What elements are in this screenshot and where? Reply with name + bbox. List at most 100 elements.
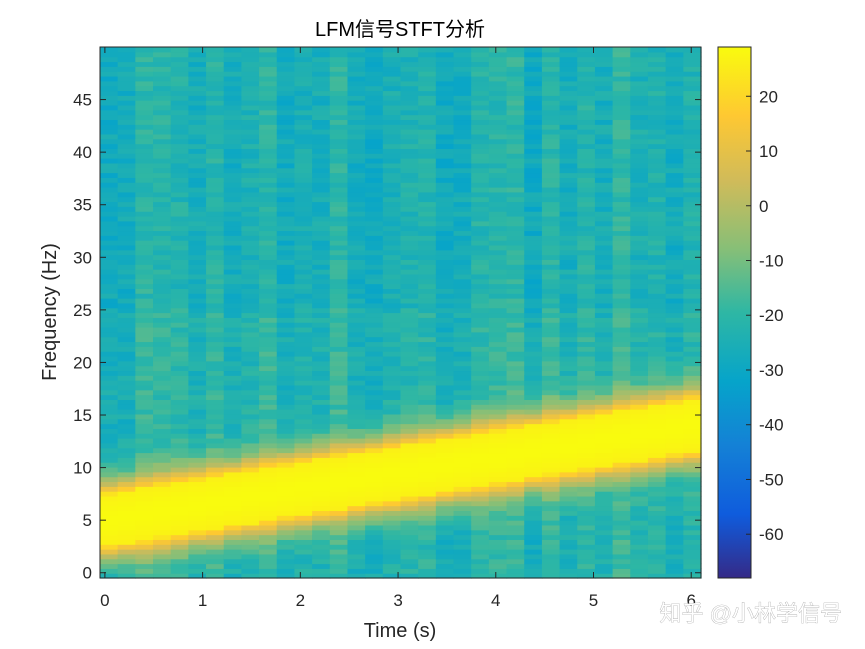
heatmap-cell: [594, 399, 614, 405]
heatmap-cell: [347, 167, 366, 174]
heatmap-cell: [135, 186, 154, 193]
heatmap-cell: [100, 336, 119, 343]
heatmap-cell: [365, 558, 384, 565]
heatmap-cell: [188, 148, 207, 154]
heatmap-cell: [117, 172, 136, 178]
heatmap-cell: [100, 389, 119, 396]
heatmap-cell: [647, 491, 667, 497]
heatmap-cell: [506, 196, 525, 203]
heatmap-cell: [541, 56, 561, 63]
heatmap-cell: [259, 355, 278, 362]
heatmap-cell: [594, 549, 614, 555]
heatmap-cell: [223, 158, 243, 164]
heatmap-cell: [665, 109, 684, 116]
heatmap-cell: [170, 491, 189, 497]
heatmap-cell: [100, 505, 119, 512]
heatmap-cell: [418, 158, 437, 164]
heatmap-cell: [312, 375, 331, 381]
heatmap-cell: [259, 278, 278, 285]
heatmap-cell: [329, 433, 349, 439]
heatmap-cell: [594, 355, 614, 362]
heatmap-cell: [683, 346, 702, 352]
heatmap-cell: [329, 365, 349, 372]
heatmap-cell: [117, 491, 136, 497]
heatmap-cell: [100, 423, 119, 429]
heatmap-cell: [100, 360, 119, 367]
heatmap-cell: [241, 413, 260, 420]
heatmap-cell: [541, 452, 561, 458]
heatmap-cell: [400, 133, 419, 140]
heatmap-cell: [488, 515, 508, 521]
heatmap-cell: [577, 505, 596, 512]
heatmap-cell: [435, 230, 455, 236]
heatmap-cell: [471, 500, 490, 507]
heatmap-cell: [559, 114, 578, 121]
heatmap-cell: [647, 317, 667, 323]
heatmap-cell: [647, 133, 667, 140]
heatmap-cell: [577, 500, 596, 507]
heatmap-cell: [647, 114, 667, 121]
heatmap-cell: [471, 568, 490, 574]
heatmap-cell: [612, 476, 631, 483]
heatmap-cell: [612, 423, 631, 429]
heatmap-cell: [647, 143, 667, 149]
heatmap-cell: [117, 505, 136, 512]
heatmap-cell: [488, 90, 508, 96]
heatmap-cell: [259, 322, 278, 328]
heatmap-cell: [471, 162, 490, 169]
heatmap-cell: [382, 553, 402, 560]
heatmap-cell: [206, 438, 225, 444]
heatmap-cell: [665, 331, 684, 338]
heatmap-cell: [153, 312, 172, 318]
heatmap-cell: [117, 404, 136, 410]
heatmap-cell: [647, 346, 667, 352]
heatmap-cell: [630, 114, 649, 121]
heatmap-cell: [453, 133, 472, 140]
heatmap-cell: [541, 66, 561, 72]
heatmap-cell: [630, 389, 649, 396]
heatmap-cell: [223, 95, 243, 101]
heatmap-cell: [329, 418, 349, 425]
heatmap-cell: [541, 505, 561, 512]
heatmap-cell: [453, 438, 472, 444]
heatmap-cell: [206, 510, 225, 516]
heatmap-cell: [259, 404, 278, 410]
heatmap-cell: [170, 365, 189, 372]
heatmap-cell: [577, 462, 596, 468]
heatmap-cell: [665, 104, 684, 111]
heatmap-cell: [559, 172, 578, 178]
x-tick-label: 6: [686, 591, 695, 610]
heatmap-cell: [559, 75, 578, 82]
heatmap-cell: [206, 148, 225, 154]
heatmap-cell: [312, 114, 331, 121]
heatmap-cell: [312, 515, 331, 521]
heatmap-cell: [630, 148, 649, 154]
heatmap-cell: [117, 558, 136, 565]
heatmap-cell: [241, 476, 260, 483]
heatmap-cell: [312, 380, 331, 386]
heatmap-cell: [630, 47, 649, 53]
heatmap-cell: [506, 249, 525, 256]
heatmap-cell: [577, 288, 596, 294]
heatmap-cell: [259, 495, 278, 502]
heatmap-cell: [418, 346, 437, 352]
heatmap-cell: [135, 109, 154, 116]
heatmap-cell: [418, 220, 437, 227]
colorbar-tick-label: -30: [759, 361, 784, 380]
heatmap-cell: [435, 423, 455, 429]
heatmap-cell: [577, 418, 596, 425]
heatmap-cell: [153, 438, 172, 444]
heatmap-cell: [506, 549, 525, 555]
heatmap-cell: [541, 172, 561, 178]
heatmap-cell: [259, 133, 278, 140]
heatmap-cell: [347, 370, 366, 376]
heatmap-cell: [577, 273, 596, 280]
heatmap-cell: [559, 158, 578, 164]
heatmap-cell: [206, 399, 225, 405]
heatmap-cell: [276, 47, 296, 53]
heatmap-cell: [223, 186, 243, 193]
heatmap-cell: [153, 148, 172, 154]
heatmap-cell: [559, 529, 578, 536]
heatmap-cell: [471, 100, 490, 106]
heatmap-cell: [559, 220, 578, 227]
